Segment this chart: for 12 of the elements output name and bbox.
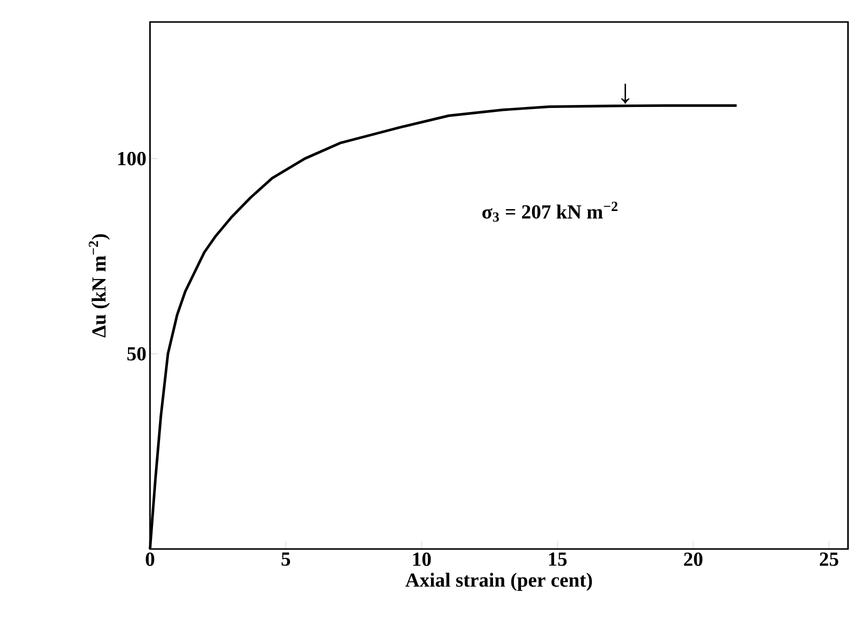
x-tick-label: 0 xyxy=(146,552,154,566)
x-axis-title: Axial strain (per cent) xyxy=(405,572,592,591)
y-tick-label: 50 xyxy=(127,347,146,361)
x-tick-label: 20 xyxy=(684,552,702,566)
annotation: ↓ xyxy=(621,84,630,104)
annotation: σ$_{3}$ = 207 kN m$^{−2}$ xyxy=(482,202,618,222)
x-tick-label: 15 xyxy=(549,552,567,566)
y-tick-label: 100 xyxy=(118,152,146,166)
x-tick-label: 5 xyxy=(282,552,290,566)
x-tick-label: 25 xyxy=(820,552,838,566)
x-tick-label: 10 xyxy=(413,552,431,566)
y-axis-title: Δu (kN m$^{−2}$) xyxy=(88,234,110,338)
